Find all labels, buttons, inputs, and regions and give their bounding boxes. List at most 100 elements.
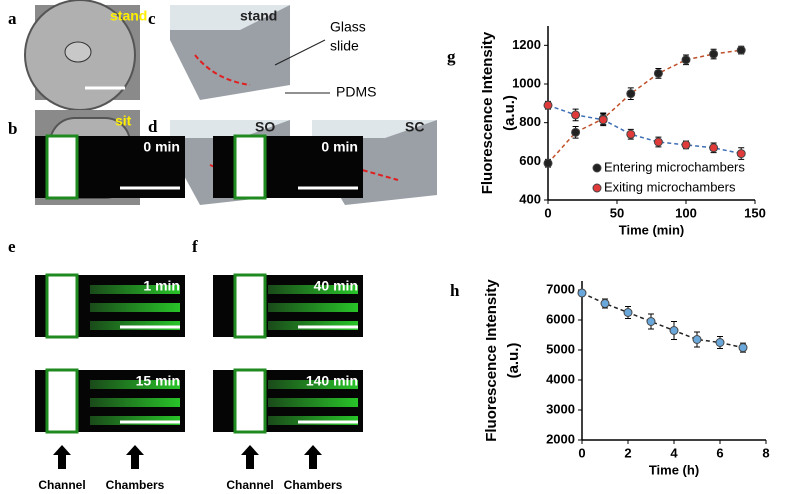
- x-axis-label: Time (h): [649, 462, 699, 477]
- point: [598, 115, 608, 125]
- arrow: [53, 445, 71, 469]
- tag: SO: [255, 119, 275, 135]
- panels-e-f: 0 min 1 min 15 min Channel Chambers 0 min 40 m…: [35, 134, 363, 492]
- channel: [233, 273, 267, 339]
- arrow: [126, 445, 144, 469]
- point: [577, 288, 587, 298]
- panel-letter: d: [148, 117, 158, 136]
- point: [736, 45, 746, 55]
- arrow-label: Channel: [226, 478, 273, 492]
- y-tick-label: 1200: [512, 37, 541, 52]
- legend-marker: [592, 163, 602, 173]
- time-label: 40 min: [314, 278, 358, 294]
- glass: [312, 120, 437, 138]
- channel: [233, 368, 267, 434]
- tag: stand: [240, 8, 277, 24]
- y-tick-label: 4000: [546, 371, 575, 386]
- x-tick-label: 4: [670, 445, 678, 460]
- x-tick-label: 6: [716, 445, 723, 460]
- point: [600, 299, 610, 308]
- time-label: 1 min: [143, 278, 180, 294]
- y-tick-label: 3000: [546, 401, 575, 416]
- y-axis-label: Fluorescence Intensity: [483, 279, 500, 442]
- panel-letter: e: [8, 237, 16, 256]
- y-tick-label: 1000: [512, 75, 541, 90]
- point: [571, 127, 581, 137]
- time-label: 0 min: [321, 139, 358, 155]
- point: [571, 110, 581, 120]
- panel-letter: b: [8, 119, 17, 138]
- legend-label: Entering microchambers: [604, 159, 745, 174]
- point: [543, 100, 553, 110]
- x-tick-label: 150: [744, 205, 766, 220]
- legend-marker: [592, 183, 602, 193]
- point: [738, 343, 748, 353]
- chamber-outline: [194, 54, 251, 86]
- channel: [233, 134, 267, 200]
- channel: [45, 273, 79, 339]
- tag: sit: [115, 113, 132, 129]
- chamber: [90, 380, 180, 389]
- point: [709, 143, 719, 153]
- y-axis-label: (a.u.): [501, 95, 518, 131]
- y-tick-label: 2000: [546, 431, 575, 446]
- chamber: [268, 398, 358, 407]
- y-axis-label: Fluorescence Intensity: [479, 31, 496, 194]
- point: [709, 49, 719, 59]
- point: [653, 137, 663, 147]
- x-axis-label: Time (min): [619, 222, 685, 237]
- point: [715, 338, 725, 347]
- x-tick-label: 2: [624, 445, 631, 460]
- point: [623, 308, 633, 317]
- label: PDMS: [336, 84, 376, 100]
- channel: [45, 368, 79, 434]
- arrow-label: Chambers: [106, 478, 165, 492]
- y-tick-label: 600: [519, 153, 541, 168]
- point: [692, 335, 702, 344]
- tag: stand: [110, 8, 147, 24]
- panel-letter: f: [192, 237, 198, 256]
- arrow: [304, 445, 322, 469]
- point: [681, 55, 691, 65]
- y-tick-label: 5000: [546, 341, 575, 356]
- y-axis-label: (a.u.): [505, 343, 522, 379]
- y-tick-label: 6000: [546, 311, 575, 326]
- legend-label: Exiting microchambers: [604, 179, 736, 194]
- arrow-label: Chambers: [284, 478, 343, 492]
- panel-letter: c: [148, 9, 156, 28]
- glass: [170, 5, 290, 30]
- label: slide: [330, 38, 359, 54]
- x-tick-label: 8: [762, 445, 769, 460]
- point: [736, 149, 746, 159]
- tag: SC: [405, 119, 424, 135]
- cell: [64, 41, 92, 63]
- chamber: [90, 303, 180, 312]
- chamber: [268, 303, 358, 312]
- chamber: [268, 285, 358, 294]
- x-tick-label: 50: [610, 205, 624, 220]
- arrow-label: Channel: [38, 478, 85, 492]
- time-label: 15 min: [136, 373, 180, 389]
- time-label: 0 min: [143, 139, 180, 155]
- chamber: [90, 285, 180, 294]
- point: [646, 317, 656, 326]
- leader: [274, 39, 326, 66]
- channel: [45, 134, 79, 200]
- x-tick-label: 100: [675, 205, 697, 220]
- point: [681, 140, 691, 150]
- point: [543, 158, 553, 168]
- y-tick-label: 800: [519, 114, 541, 129]
- panel-c: c stand Glass slide PDMS: [148, 5, 376, 100]
- fit-line: [547, 49, 742, 164]
- label: Glass: [330, 19, 366, 35]
- y-tick-label: 7000: [546, 281, 575, 296]
- panel-a: a stand: [8, 0, 147, 111]
- point: [669, 326, 679, 335]
- x-tick-label: 0: [578, 445, 585, 460]
- chamber: [268, 380, 358, 389]
- y-tick-label: 400: [519, 191, 541, 206]
- glass: [170, 120, 290, 138]
- panel-letter: g: [447, 47, 456, 66]
- time-label: 140 min: [306, 373, 358, 389]
